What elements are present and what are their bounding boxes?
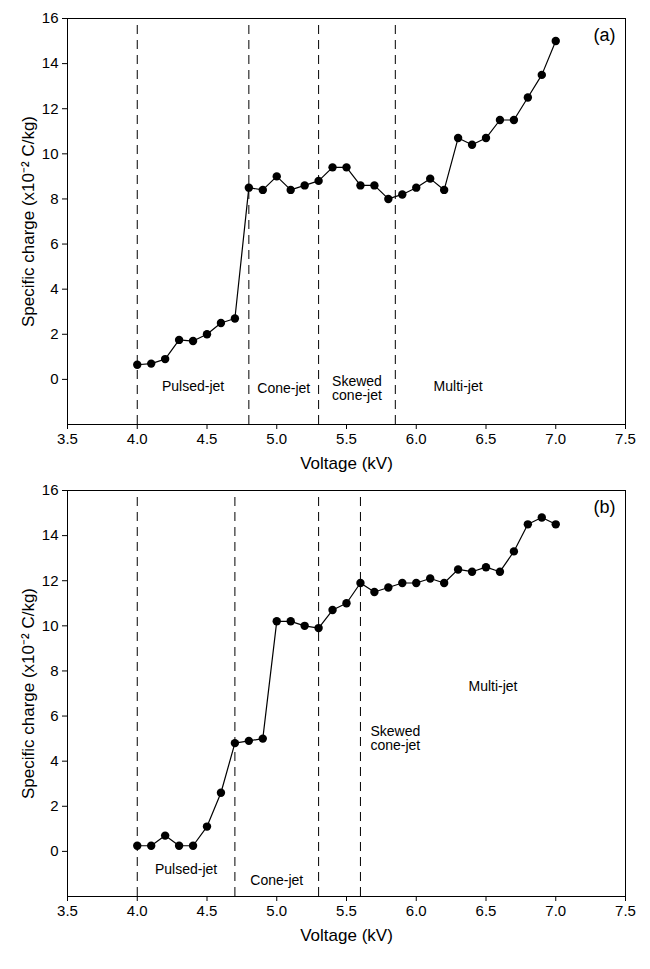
svg-text:2: 2 — [50, 797, 58, 814]
svg-text:8: 8 — [50, 190, 58, 207]
svg-text:6: 6 — [50, 707, 58, 724]
svg-text:Voltage (kV): Voltage (kV) — [300, 454, 393, 473]
svg-text:10: 10 — [42, 145, 59, 162]
svg-text:12: 12 — [42, 572, 59, 589]
svg-text:6.0: 6.0 — [406, 430, 427, 447]
svg-text:6.5: 6.5 — [476, 430, 497, 447]
svg-text:2: 2 — [50, 325, 58, 342]
svg-text:14: 14 — [42, 54, 59, 71]
svg-text:5.5: 5.5 — [336, 902, 357, 919]
svg-text:4: 4 — [50, 280, 58, 297]
svg-text:16: 16 — [42, 481, 59, 498]
svg-text:3.5: 3.5 — [57, 902, 78, 919]
svg-text:Specific charge (x10⁻² C/kg): Specific charge (x10⁻² C/kg) — [19, 116, 38, 327]
svg-text:0: 0 — [50, 370, 58, 387]
svg-text:4.0: 4.0 — [127, 902, 148, 919]
svg-text:12: 12 — [42, 100, 59, 117]
svg-text:4: 4 — [50, 752, 58, 769]
svg-text:7.0: 7.0 — [545, 430, 566, 447]
svg-text:5.0: 5.0 — [266, 430, 287, 447]
svg-text:(b): (b) — [594, 497, 616, 517]
svg-text:Skewedcone-jet: Skewedcone-jet — [332, 373, 382, 403]
svg-text:Cone-jet: Cone-jet — [250, 872, 303, 888]
svg-text:5.5: 5.5 — [336, 430, 357, 447]
svg-text:Voltage (kV): Voltage (kV) — [300, 926, 393, 945]
svg-text:Cone-jet: Cone-jet — [257, 380, 310, 396]
svg-text:Multi-jet: Multi-jet — [468, 678, 517, 694]
svg-text:7.5: 7.5 — [615, 430, 636, 447]
svg-text:7.0: 7.0 — [545, 902, 566, 919]
svg-text:6.5: 6.5 — [476, 902, 497, 919]
svg-text:7.5: 7.5 — [615, 902, 636, 919]
svg-text:0: 0 — [50, 842, 58, 859]
svg-text:Pulsed-jet: Pulsed-jet — [162, 378, 224, 394]
svg-text:10: 10 — [42, 617, 59, 634]
svg-text:Pulsed-jet: Pulsed-jet — [155, 861, 217, 877]
svg-text:(a): (a) — [594, 25, 616, 45]
svg-text:6.0: 6.0 — [406, 902, 427, 919]
svg-text:4.5: 4.5 — [197, 430, 218, 447]
svg-text:Specific charge (x10⁻² C/kg): Specific charge (x10⁻² C/kg) — [19, 588, 38, 799]
svg-text:3.5: 3.5 — [57, 430, 78, 447]
svg-text:8: 8 — [50, 662, 58, 679]
svg-text:Multi-jet: Multi-jet — [434, 378, 483, 394]
svg-text:6: 6 — [50, 235, 58, 252]
svg-text:4.0: 4.0 — [127, 430, 148, 447]
svg-text:4.5: 4.5 — [197, 902, 218, 919]
svg-text:5.0: 5.0 — [266, 902, 287, 919]
svg-text:16: 16 — [42, 9, 59, 26]
svg-text:Skewedcone-jet: Skewedcone-jet — [370, 723, 420, 753]
svg-text:14: 14 — [42, 526, 59, 543]
